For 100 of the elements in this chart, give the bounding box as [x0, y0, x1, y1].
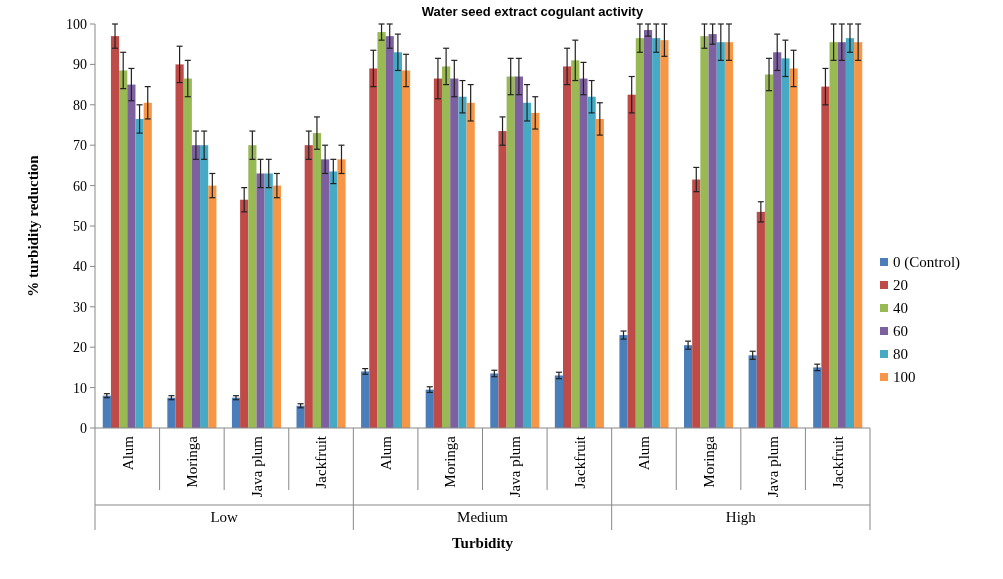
- x-tick-label: Java plum: [507, 435, 524, 498]
- text: Medium: [457, 509, 509, 525]
- legend-label: 40: [893, 300, 908, 317]
- x-tick-label: Jackfruit: [829, 435, 846, 489]
- bar: [200, 145, 209, 428]
- bar: [724, 42, 734, 428]
- bar: [304, 145, 313, 428]
- x-tick-label: Java plum: [765, 435, 782, 498]
- bar: [854, 42, 863, 428]
- text: Low: [210, 509, 239, 525]
- legend-label: 60: [893, 323, 908, 340]
- bar: [789, 68, 798, 428]
- bar: [813, 367, 822, 428]
- y-tick-label: 70: [73, 138, 87, 154]
- x-tick-label: Alum: [377, 435, 394, 471]
- bar: [821, 86, 830, 428]
- bar: [490, 373, 499, 428]
- bar: [716, 42, 725, 428]
- bar: [231, 397, 241, 428]
- bar: [595, 118, 604, 428]
- bar: [692, 179, 701, 428]
- bar: [135, 118, 144, 428]
- bar: [764, 74, 774, 428]
- x-tick-label: Alum: [119, 435, 136, 471]
- bar: [312, 133, 322, 428]
- bar: [514, 76, 523, 428]
- bar: [377, 32, 386, 428]
- legend-label: 20: [893, 277, 908, 294]
- bar: [466, 102, 475, 428]
- bar: [635, 38, 644, 428]
- x-tick-label: Jackfruit: [313, 435, 330, 489]
- bar: [361, 371, 370, 428]
- bar: [506, 76, 515, 428]
- bar: [296, 405, 305, 428]
- y-tick-label: 50: [73, 218, 87, 234]
- bar: [119, 70, 128, 428]
- bar: [208, 185, 217, 428]
- bar: [571, 60, 580, 428]
- bar: [272, 185, 281, 428]
- x-axis-title: Turbidity: [451, 535, 514, 551]
- bar: [175, 64, 184, 428]
- y-tick-label: 30: [73, 299, 87, 315]
- y-tick-label: 90: [73, 57, 87, 73]
- y-tick-label: 60: [73, 178, 87, 194]
- bar: [522, 102, 532, 428]
- bar: [393, 52, 402, 428]
- bar: [450, 78, 459, 428]
- bar: [102, 395, 111, 428]
- x-tick-label: Moringa: [442, 435, 459, 488]
- y-axis-title: % turbidity reduction: [25, 154, 41, 297]
- bar: [773, 52, 782, 428]
- bar: [563, 66, 572, 428]
- x-tick-label: Moringa: [184, 435, 201, 488]
- chart-title: Water seed extract cogulant activity: [421, 4, 644, 19]
- bar: [684, 345, 693, 428]
- bar: [748, 355, 757, 428]
- bar: [627, 94, 636, 428]
- bar: [369, 68, 378, 428]
- bar: [183, 78, 192, 428]
- bar: [708, 34, 717, 428]
- bar: [700, 36, 709, 428]
- bar: [191, 145, 201, 428]
- x-tick-label: Alum: [636, 435, 653, 471]
- legend-label: 0 (Control): [893, 254, 961, 272]
- bar: [433, 78, 443, 428]
- bar: [329, 171, 338, 428]
- y-tick-label: 80: [73, 97, 87, 113]
- bar: [337, 159, 346, 428]
- x-tick-label: Jackfruit: [571, 435, 588, 489]
- text: High: [725, 509, 757, 525]
- bar: [110, 36, 120, 428]
- bar: [385, 36, 394, 428]
- bar: [425, 389, 434, 428]
- bar: [458, 96, 467, 428]
- bar: [442, 66, 451, 428]
- y-tick-label: 40: [73, 259, 87, 275]
- y-tick-label: 100: [66, 16, 87, 32]
- bar: [401, 70, 411, 428]
- bar: [829, 42, 838, 428]
- bar: [554, 375, 564, 428]
- bar: [498, 131, 507, 428]
- bar: [660, 40, 669, 428]
- legend-label: 80: [893, 346, 908, 363]
- bar: [256, 173, 265, 428]
- bar: [264, 173, 273, 428]
- y-tick-label: 20: [73, 340, 87, 356]
- bar: [837, 42, 846, 428]
- bar: [652, 38, 661, 428]
- bar: [240, 199, 249, 428]
- bar: [321, 159, 330, 428]
- legend-label: 100: [893, 369, 916, 386]
- bar: [167, 397, 176, 428]
- bar: [248, 145, 257, 428]
- y-tick-label: 0: [80, 420, 87, 436]
- y-tick-label: 10: [73, 380, 87, 396]
- x-tick-label: Moringa: [700, 435, 717, 488]
- bar: [143, 102, 152, 428]
- bar: [579, 78, 588, 428]
- bar: [127, 84, 136, 428]
- bar: [781, 58, 790, 428]
